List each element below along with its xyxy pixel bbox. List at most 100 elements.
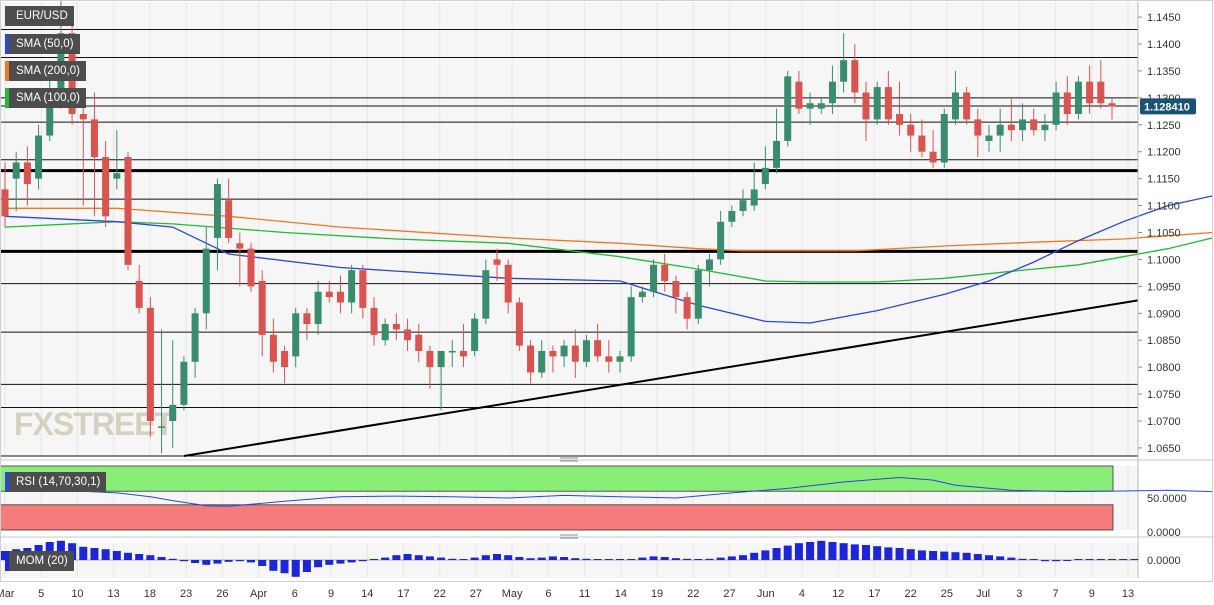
sma200-label: SMA (200,0) bbox=[16, 65, 80, 77]
sma200-tag[interactable]: SMA (200,0) bbox=[5, 61, 86, 81]
momentum-bar bbox=[56, 540, 65, 560]
date-tick-label: 14 bbox=[615, 588, 627, 600]
momentum-bar bbox=[1130, 559, 1139, 560]
date-tick-label: 27 bbox=[470, 588, 482, 600]
momentum-bar bbox=[1085, 559, 1094, 560]
candle-body bbox=[1074, 81, 1082, 115]
momentum-bar bbox=[750, 552, 759, 560]
date-tick-label: 12 bbox=[832, 588, 844, 600]
momentum-bar bbox=[135, 554, 144, 560]
date-tick-label: 11 bbox=[579, 588, 590, 600]
candle-body bbox=[504, 264, 512, 303]
candle-body bbox=[113, 173, 121, 179]
sma50-tag[interactable]: SMA (50,0) bbox=[5, 34, 80, 54]
date-tick-label: 19 bbox=[651, 588, 663, 600]
candle-body bbox=[907, 124, 915, 136]
candle-body bbox=[515, 302, 523, 346]
candle-body bbox=[1030, 119, 1038, 131]
momentum-bar bbox=[951, 552, 960, 560]
candle-body bbox=[12, 162, 20, 179]
momentum-bar bbox=[325, 560, 334, 565]
momentum-bar bbox=[761, 550, 770, 560]
mom-label: MOM (20) bbox=[16, 555, 68, 567]
momentum-bar bbox=[1040, 560, 1049, 562]
momentum-bar bbox=[627, 559, 636, 560]
momentum-bar bbox=[425, 556, 434, 560]
momentum-bar bbox=[985, 555, 993, 560]
candle-body bbox=[471, 318, 479, 351]
candle-body bbox=[784, 76, 792, 141]
chart-border bbox=[0, 0, 1213, 582]
candle-body bbox=[705, 259, 713, 271]
momentum-bar bbox=[671, 558, 680, 560]
candle-body bbox=[1052, 92, 1060, 125]
momentum-bar bbox=[548, 556, 557, 560]
momentum-bar bbox=[806, 542, 815, 560]
momentum-bar bbox=[1074, 559, 1083, 560]
candle-body bbox=[974, 119, 982, 136]
date-tick-label: 13 bbox=[1122, 588, 1134, 600]
price-tick-label: 1.1250 bbox=[1147, 120, 1181, 132]
momentum-bar bbox=[873, 546, 882, 560]
symbol-label: EUR/USD bbox=[16, 10, 68, 22]
price-tick-label: 1.1200 bbox=[1147, 147, 1181, 159]
candle-body bbox=[180, 361, 188, 405]
candle-body bbox=[527, 345, 535, 373]
momentum-bar bbox=[571, 558, 580, 560]
symbol-tag[interactable]: EUR/USD bbox=[5, 6, 74, 26]
momentum-bar bbox=[604, 559, 613, 560]
sma100-label: SMA (100,0) bbox=[16, 92, 80, 104]
momentum-bar bbox=[1052, 560, 1061, 562]
date-tick-label: Jun bbox=[757, 588, 775, 600]
momentum-bar bbox=[202, 560, 211, 565]
momentum-bar bbox=[112, 551, 121, 560]
candle-body bbox=[661, 264, 669, 281]
momentum-bar bbox=[146, 555, 155, 560]
price-tick-label: 1.1150 bbox=[1147, 174, 1180, 186]
date-tick-label: 6 bbox=[545, 588, 551, 600]
momentum-tick-label: 0.0000 bbox=[1147, 555, 1181, 567]
momentum-bar bbox=[638, 557, 647, 560]
sma100-tag[interactable]: SMA (100,0) bbox=[5, 88, 86, 108]
momentum-bar bbox=[302, 560, 311, 572]
ascending-trendline bbox=[183, 299, 1139, 457]
candle-body bbox=[381, 324, 389, 341]
candle-body bbox=[851, 60, 859, 93]
candle-body bbox=[773, 140, 781, 168]
date-tick-label: 4 bbox=[799, 588, 805, 600]
candle-body bbox=[694, 270, 702, 319]
candle-body bbox=[459, 350, 467, 357]
momentum-bar bbox=[336, 560, 345, 564]
date-tick-label: 5 bbox=[38, 588, 44, 600]
momentum-bar bbox=[839, 543, 848, 560]
momentum-bar bbox=[168, 558, 177, 560]
momentum-bar bbox=[470, 557, 479, 560]
momentum-bar bbox=[191, 560, 200, 563]
candle-body bbox=[281, 350, 289, 368]
date-tick-label: 9 bbox=[328, 588, 334, 600]
rsi-tag[interactable]: RSI (14,70,30,1) bbox=[5, 472, 107, 492]
momentum-bar bbox=[157, 557, 166, 560]
momentum-bar bbox=[493, 554, 501, 560]
candle-body bbox=[124, 157, 132, 265]
candle-body bbox=[213, 184, 221, 238]
candle-body bbox=[616, 356, 624, 362]
momentum-bar bbox=[694, 559, 703, 560]
date-tick-label: 7 bbox=[1052, 588, 1058, 600]
candle-body bbox=[817, 103, 825, 109]
mom-tag[interactable]: MOM (20) bbox=[5, 551, 74, 571]
price-tick-label: 1.1100 bbox=[1147, 201, 1180, 213]
date-tick-label: 10 bbox=[71, 588, 83, 600]
date-tick-label: 6 bbox=[292, 588, 298, 600]
sma100-line bbox=[4, 221, 1213, 283]
price-tick-label: 1.0650 bbox=[1147, 443, 1181, 455]
momentum-bar bbox=[1018, 558, 1027, 560]
candle-body bbox=[292, 313, 300, 357]
candle-body bbox=[1007, 124, 1015, 131]
candle-body bbox=[493, 259, 501, 265]
price-tick-label: 1.1350 bbox=[1147, 66, 1181, 78]
date-tick-label: 25 bbox=[941, 588, 953, 600]
candle-body bbox=[1097, 81, 1105, 104]
candle-body bbox=[46, 92, 54, 136]
momentum-bar bbox=[314, 560, 323, 568]
